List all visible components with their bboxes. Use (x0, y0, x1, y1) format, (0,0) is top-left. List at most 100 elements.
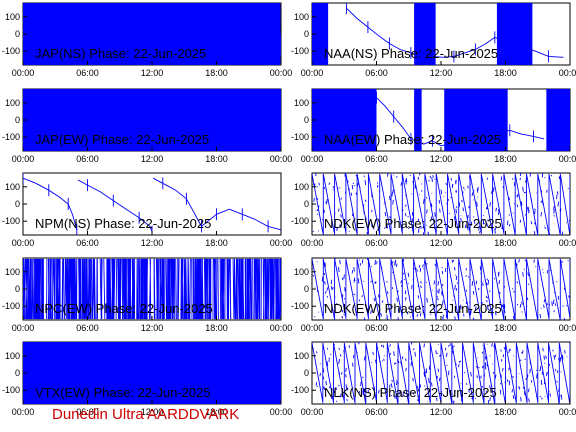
x-tick-label: 06:00 (365, 323, 388, 333)
phase-scatter-block (312, 3, 329, 65)
x-tick-label: 00:00 (301, 407, 324, 417)
y-tick-label: 0 (304, 284, 309, 294)
phase-trace-pattern (23, 258, 281, 320)
y-tick-label: -100 (291, 385, 309, 395)
plot-area (312, 3, 564, 65)
x-tick-label: 12:00 (430, 238, 453, 248)
plot-area (312, 342, 570, 404)
plot-area (23, 3, 281, 65)
panel-title: JAP(EW) Phase: 22-Jun-2025 (35, 132, 209, 147)
y-tick-label: 100 (294, 12, 309, 22)
y-tick-label: 100 (5, 12, 20, 22)
panel-title: NAA(EW) Phase: 22-Jun-2025 (324, 132, 501, 147)
y-tick-label: -100 (291, 132, 309, 142)
y-tick-label: 0 (15, 199, 20, 209)
x-tick-label: 06:00 (365, 154, 388, 164)
y-tick-label: 0 (304, 199, 309, 209)
plot-area (23, 258, 281, 320)
figure-footer: Dunedin Ultra AARDDVARK (52, 406, 239, 423)
plot-area (312, 89, 570, 151)
y-tick-label: -100 (2, 216, 20, 226)
x-tick-label: 06:00 (365, 68, 388, 78)
y-tick-label: 100 (294, 351, 309, 361)
panel-title: NPM(NS) Phase: 22-Jun-2025 (35, 216, 211, 231)
x-tick-label: 18:00 (494, 68, 517, 78)
x-tick-label: 06:00 (76, 154, 99, 164)
x-tick-label: 12:00 (430, 68, 453, 78)
x-tick-label: 00:00 (301, 68, 324, 78)
phase-panel-10: 1000-10000:0006:0012:0018:0000:00NLK(NS)… (291, 341, 576, 417)
phase-scatter-block (414, 3, 436, 65)
phase-panel-2: 1000-10000:0006:0012:0018:0000:00NAA(NS)… (291, 2, 576, 78)
y-tick-label: 100 (294, 182, 309, 192)
y-tick-label: -100 (291, 301, 309, 311)
x-tick-label: 00:00 (559, 238, 576, 248)
y-tick-label: 0 (15, 284, 20, 294)
y-tick-label: 100 (5, 267, 20, 277)
x-tick-label: 00:00 (12, 407, 35, 417)
y-tick-label: -100 (291, 216, 309, 226)
x-tick-label: 18:00 (205, 154, 228, 164)
phase-trace-pattern (312, 342, 570, 404)
x-tick-label: 00:00 (301, 238, 324, 248)
y-tick-label: 0 (15, 115, 20, 125)
x-tick-label: 00:00 (270, 68, 293, 78)
x-tick-label: 00:00 (301, 154, 324, 164)
y-tick-label: 0 (304, 115, 309, 125)
x-tick-label: 18:00 (494, 154, 517, 164)
panel-title: NDK(EW) Phase: 22-Jun-2025 (324, 216, 502, 231)
panel-frame (311, 257, 571, 321)
x-tick-label: 18:00 (205, 238, 228, 248)
panel-title: JAP(NS) Phase: 22-Jun-2025 (35, 46, 206, 61)
x-tick-label: 06:00 (76, 323, 99, 333)
x-tick-label: 00:00 (270, 407, 293, 417)
x-tick-label: 00:00 (12, 154, 35, 164)
x-tick-label: 00:00 (559, 323, 576, 333)
panel-title: NPC(EW) Phase: 22-Jun-2025 (35, 301, 213, 316)
phase-panel-4: 1000-10000:0006:0012:0018:0000:00NAA(EW)… (291, 88, 576, 164)
panel-title: NAA(NS) Phase: 22-Jun-2025 (324, 46, 498, 61)
x-tick-label: 00:00 (559, 154, 576, 164)
x-tick-label: 00:00 (12, 323, 35, 333)
phase-trace-pattern (23, 342, 281, 404)
x-tick-label: 06:00 (76, 238, 99, 248)
x-tick-label: 00:00 (559, 407, 576, 417)
x-tick-label: 18:00 (205, 68, 228, 78)
x-tick-label: 00:00 (12, 238, 35, 248)
phase-panel-6: 1000-10000:0006:0012:0018:0000:00NDK(EW)… (291, 172, 576, 248)
plot-area (23, 89, 281, 151)
y-tick-label: 100 (294, 98, 309, 108)
x-tick-label: 12:00 (141, 238, 164, 248)
x-tick-label: 00:00 (270, 238, 293, 248)
x-tick-label: 12:00 (141, 154, 164, 164)
phase-trace (23, 177, 281, 232)
y-tick-label: 100 (5, 182, 20, 192)
x-tick-label: 18:00 (494, 407, 517, 417)
x-tick-label: 12:00 (430, 407, 453, 417)
x-tick-label: 12:00 (430, 323, 453, 333)
panel-title: VTX(EW) Phase: 22-Jun-2025 (35, 385, 211, 400)
plot-area (312, 258, 570, 320)
y-tick-label: 100 (294, 267, 309, 277)
plot-area (23, 342, 281, 404)
phase-scatter-block (444, 89, 508, 151)
phase-scatter-block (496, 3, 533, 65)
x-tick-label: 06:00 (76, 68, 99, 78)
panel-title: NLK(NS) Phase: 22-Jun-2025 (324, 385, 497, 400)
y-tick-label: -100 (2, 385, 20, 395)
y-tick-label: 0 (15, 368, 20, 378)
y-tick-label: 0 (304, 368, 309, 378)
x-tick-label: 06:00 (365, 238, 388, 248)
phase-scatter-block (414, 89, 422, 151)
y-tick-label: -100 (2, 46, 20, 56)
phase-trace (376, 97, 545, 147)
y-tick-label: 100 (5, 98, 20, 108)
x-tick-label: 18:00 (205, 323, 228, 333)
x-tick-label: 12:00 (141, 407, 164, 417)
